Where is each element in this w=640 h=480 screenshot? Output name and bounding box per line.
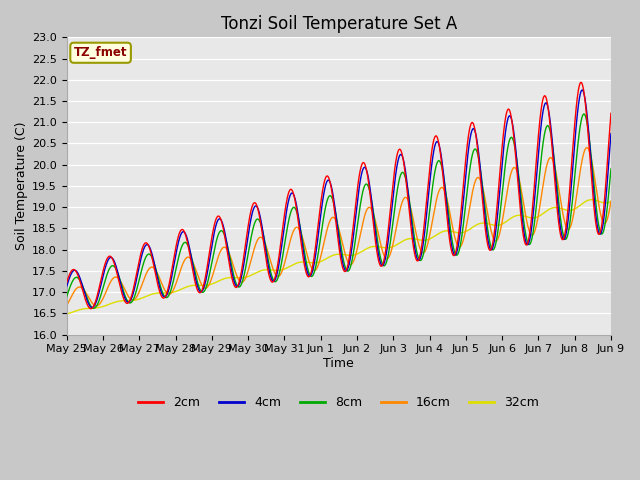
Legend: 2cm, 4cm, 8cm, 16cm, 32cm: 2cm, 4cm, 8cm, 16cm, 32cm [133, 391, 544, 414]
Title: Tonzi Soil Temperature Set A: Tonzi Soil Temperature Set A [221, 15, 457, 33]
Text: TZ_fmet: TZ_fmet [74, 46, 127, 59]
X-axis label: Time: Time [323, 357, 354, 370]
Y-axis label: Soil Temperature (C): Soil Temperature (C) [15, 121, 28, 250]
